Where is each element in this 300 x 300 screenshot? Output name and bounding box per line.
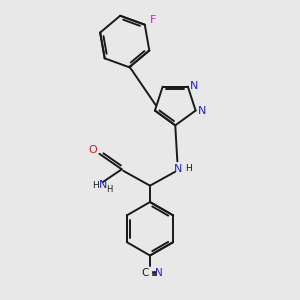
Text: C: C xyxy=(141,268,148,278)
Text: O: O xyxy=(88,145,97,155)
Text: H: H xyxy=(185,164,191,173)
Text: F: F xyxy=(150,15,156,25)
Text: N: N xyxy=(174,164,182,174)
Text: N: N xyxy=(155,268,163,278)
Text: H: H xyxy=(92,181,98,190)
Text: N: N xyxy=(99,180,107,190)
Text: N: N xyxy=(190,81,199,91)
Text: H: H xyxy=(106,185,112,194)
Text: N: N xyxy=(198,106,206,116)
